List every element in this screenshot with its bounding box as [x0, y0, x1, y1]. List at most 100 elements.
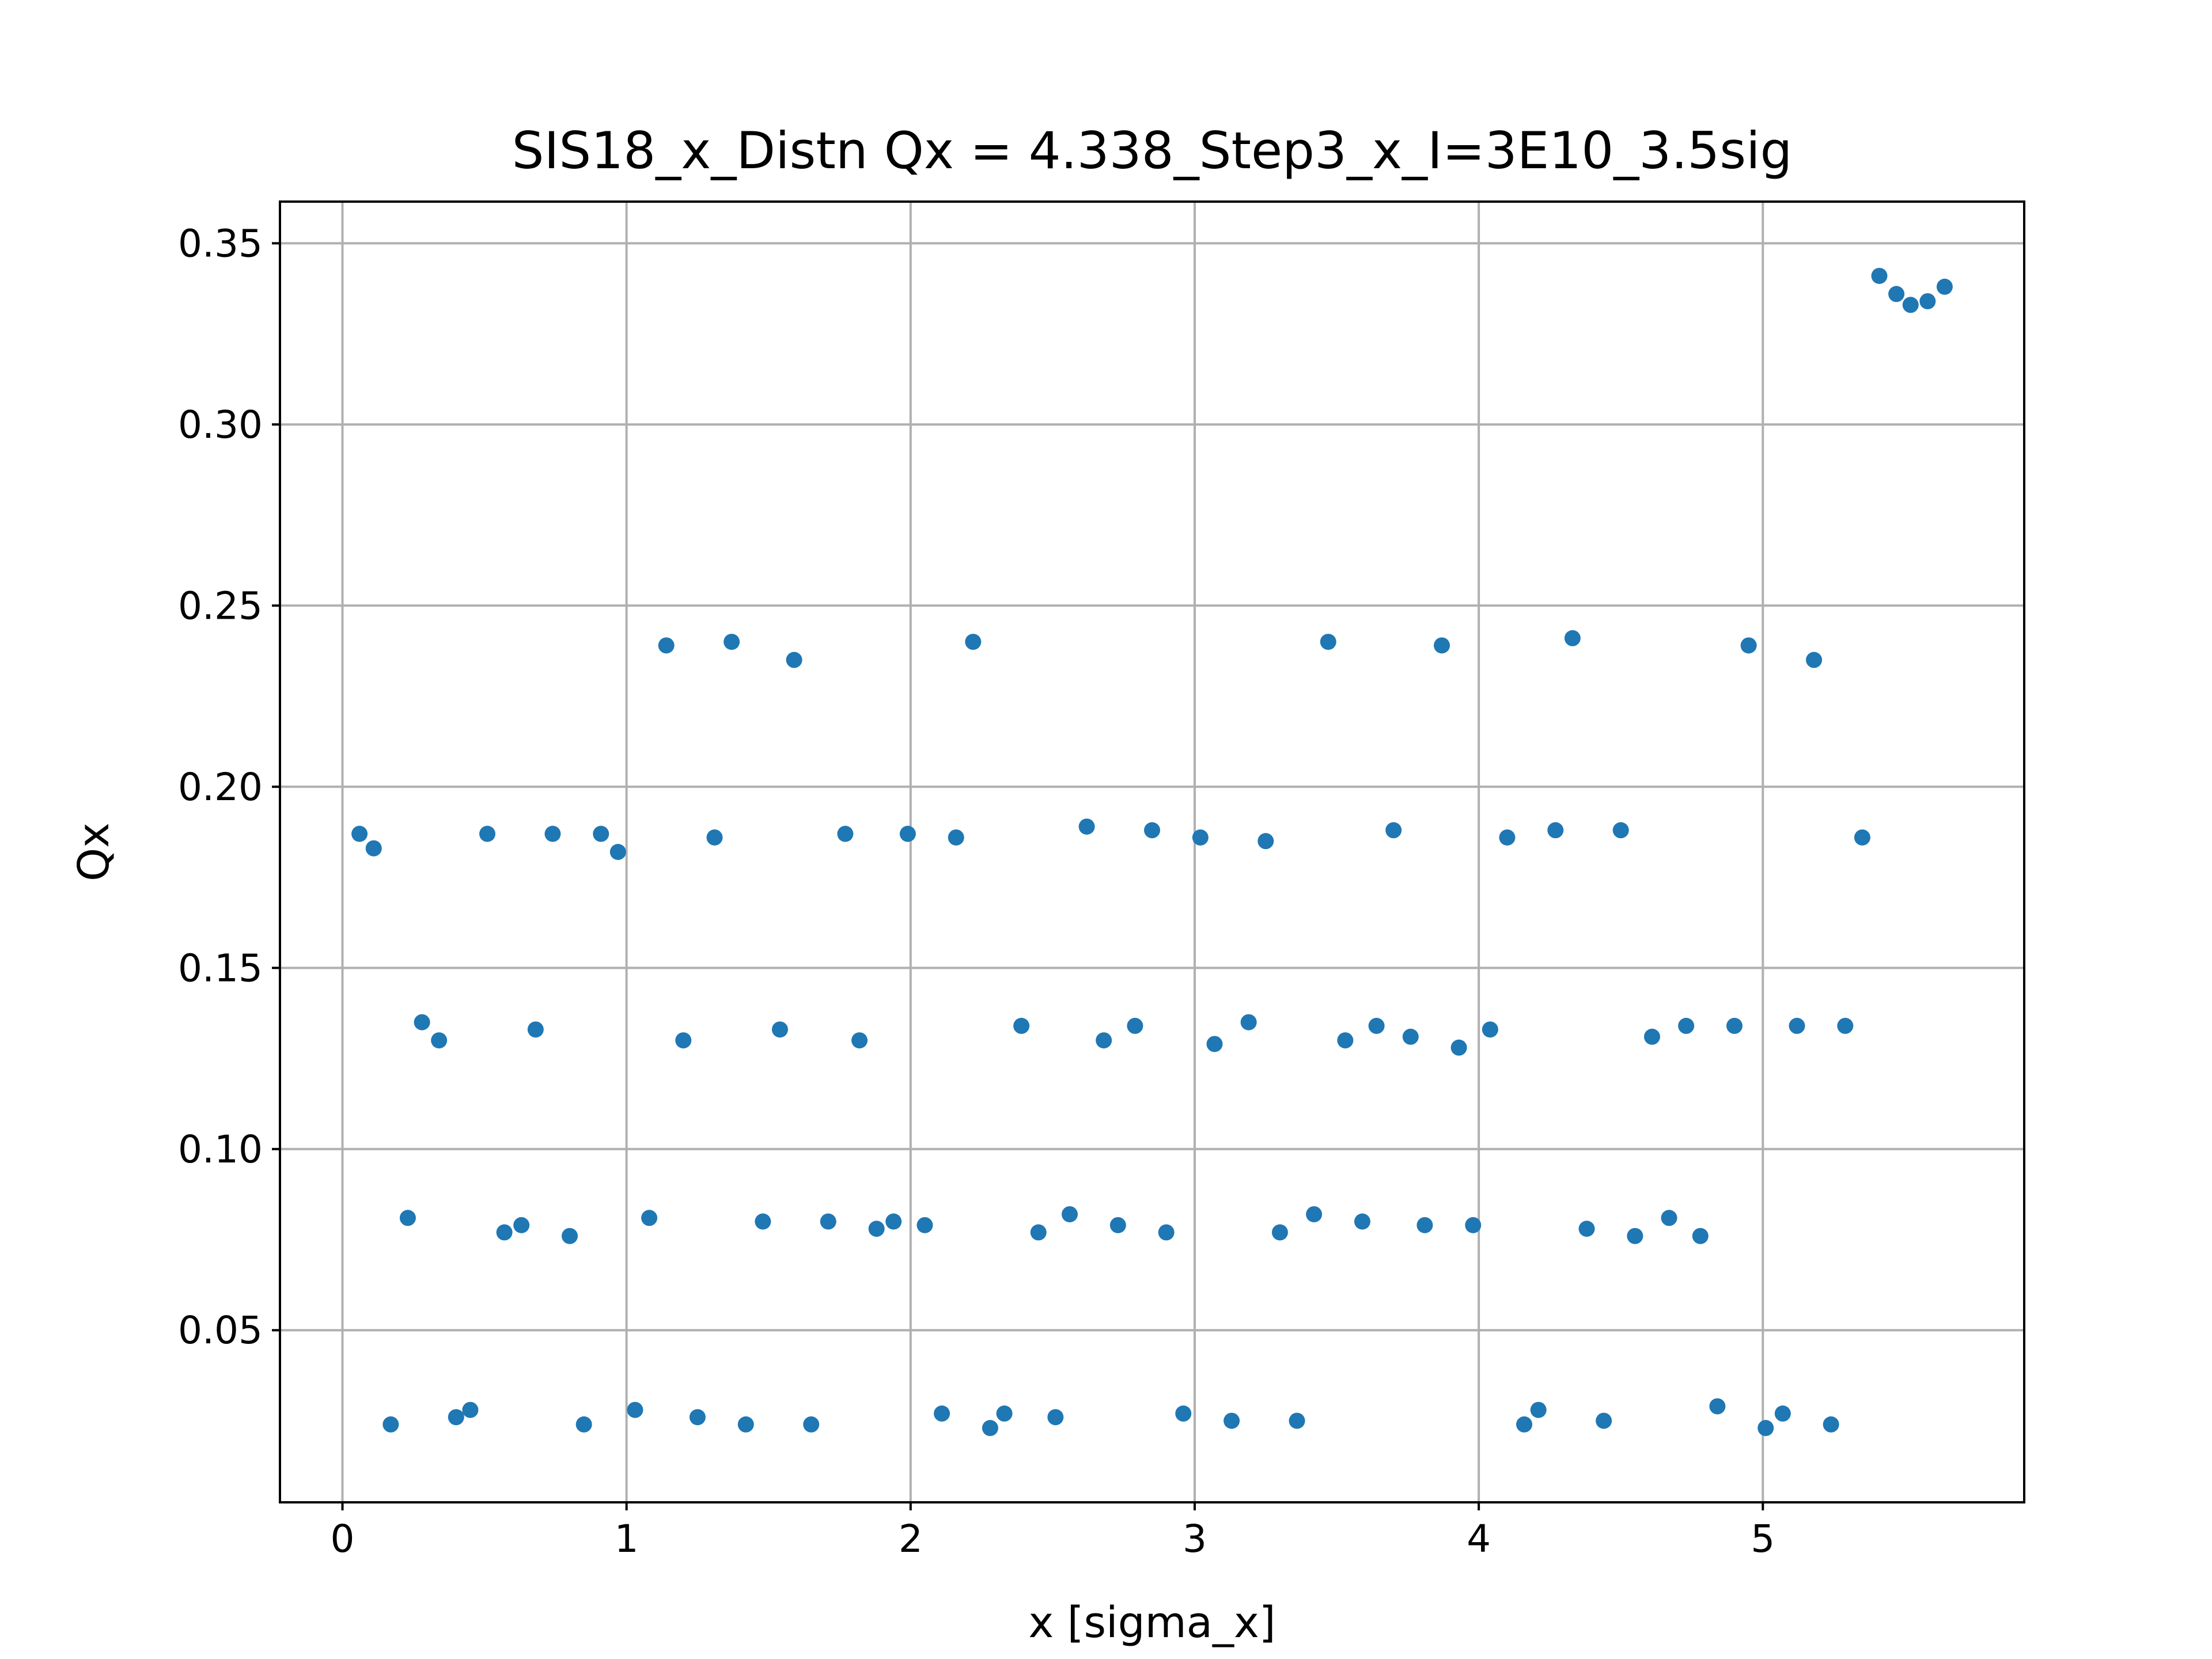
data-point: [593, 825, 609, 842]
data-point: [885, 1213, 902, 1230]
data-point: [1692, 1228, 1709, 1244]
data-point: [1709, 1398, 1726, 1415]
data-point: [399, 1210, 416, 1226]
data-point: [1257, 833, 1274, 850]
data-point: [658, 637, 675, 654]
data-point: [1936, 278, 1953, 295]
x-tick-label: 3: [1183, 1517, 1207, 1561]
data-point: [513, 1217, 530, 1233]
data-point: [1854, 829, 1870, 846]
data-point: [1596, 1412, 1612, 1429]
data-point: [737, 1416, 754, 1433]
y-axis-label: Qx: [69, 823, 119, 881]
data-point: [1109, 1217, 1126, 1233]
data-point: [786, 652, 802, 668]
data-point: [1482, 1021, 1498, 1038]
x-tick-label: 5: [1751, 1517, 1775, 1561]
data-point: [1578, 1221, 1595, 1237]
data-point: [641, 1210, 658, 1226]
data-point: [916, 1217, 933, 1233]
data-point: [1499, 829, 1516, 846]
data-point: [382, 1416, 399, 1433]
data-point: [1547, 822, 1564, 839]
data-point: [562, 1228, 578, 1244]
data-point: [1240, 1014, 1257, 1031]
data-point: [544, 825, 561, 842]
data-point: [1271, 1224, 1288, 1241]
data-point: [755, 1213, 771, 1230]
data-point: [1416, 1217, 1433, 1233]
x-axis-ticks: 0 1 2 3 4 5: [330, 1502, 1775, 1561]
data-point: [1337, 1032, 1354, 1049]
data-point: [1306, 1206, 1323, 1222]
data-point: [1368, 1017, 1385, 1034]
data-point: [431, 1032, 448, 1049]
data-point: [1678, 1017, 1695, 1034]
data-point: [1047, 1409, 1064, 1426]
data-point: [771, 1021, 788, 1038]
plot-frame: [279, 200, 2025, 1503]
data-point: [1758, 1420, 1774, 1437]
y-tick-label: 0.15: [178, 946, 263, 990]
data-point: [1434, 637, 1450, 654]
grid: [280, 202, 2024, 1502]
data-point: [982, 1420, 998, 1437]
data-point: [1806, 652, 1823, 668]
data-point: [706, 829, 723, 846]
data-points: [351, 267, 1953, 1437]
data-point: [1516, 1416, 1533, 1433]
y-axis-ticks: 0.05 0.10 0.15 0.20 0.25 0.30 0.35: [178, 221, 280, 1353]
data-point: [948, 829, 964, 846]
data-point: [868, 1221, 885, 1237]
data-point: [627, 1402, 643, 1418]
data-point: [1144, 822, 1160, 839]
data-point: [1902, 297, 1919, 313]
data-point: [609, 844, 626, 860]
data-point: [1289, 1412, 1305, 1429]
y-tick-label: 0.05: [178, 1308, 263, 1353]
data-point: [1354, 1213, 1370, 1230]
data-point: [965, 634, 982, 650]
y-tick-label: 0.20: [178, 765, 263, 809]
data-point: [934, 1405, 950, 1422]
data-point: [575, 1416, 592, 1433]
data-point: [899, 825, 916, 842]
data-point: [1661, 1210, 1677, 1226]
chart-title: SIS18_x_Distn Qx = 4.338_Step3_x_I=3E10_…: [512, 121, 1793, 180]
data-point: [1627, 1228, 1643, 1244]
data-point: [365, 840, 382, 857]
data-point: [803, 1416, 820, 1433]
data-point: [496, 1224, 513, 1241]
data-point: [724, 634, 740, 650]
data-point: [1465, 1217, 1482, 1233]
data-point: [1127, 1017, 1143, 1034]
data-point: [1206, 1036, 1223, 1052]
data-point: [851, 1032, 868, 1049]
data-point: [1175, 1405, 1192, 1422]
data-point: [1096, 1032, 1112, 1049]
data-point: [479, 825, 496, 842]
data-point: [1450, 1039, 1467, 1056]
data-point: [675, 1032, 692, 1049]
data-point: [1158, 1224, 1175, 1241]
data-point: [1078, 818, 1095, 835]
data-point: [1385, 822, 1402, 839]
data-point: [820, 1213, 836, 1230]
data-point: [1030, 1224, 1047, 1241]
data-point: [1726, 1017, 1743, 1034]
x-axis-label: x [sigma_x]: [1028, 1598, 1275, 1647]
data-point: [1564, 630, 1581, 646]
data-point: [462, 1402, 479, 1418]
data-point: [1871, 267, 1888, 284]
data-point: [1013, 1017, 1030, 1034]
data-point: [1740, 637, 1757, 654]
data-point: [1823, 1416, 1839, 1433]
data-point: [351, 825, 368, 842]
data-point: [448, 1409, 464, 1426]
data-point: [996, 1405, 1013, 1422]
x-tick-label: 4: [1467, 1517, 1491, 1561]
data-point: [1888, 286, 1905, 302]
data-point: [1224, 1412, 1240, 1429]
